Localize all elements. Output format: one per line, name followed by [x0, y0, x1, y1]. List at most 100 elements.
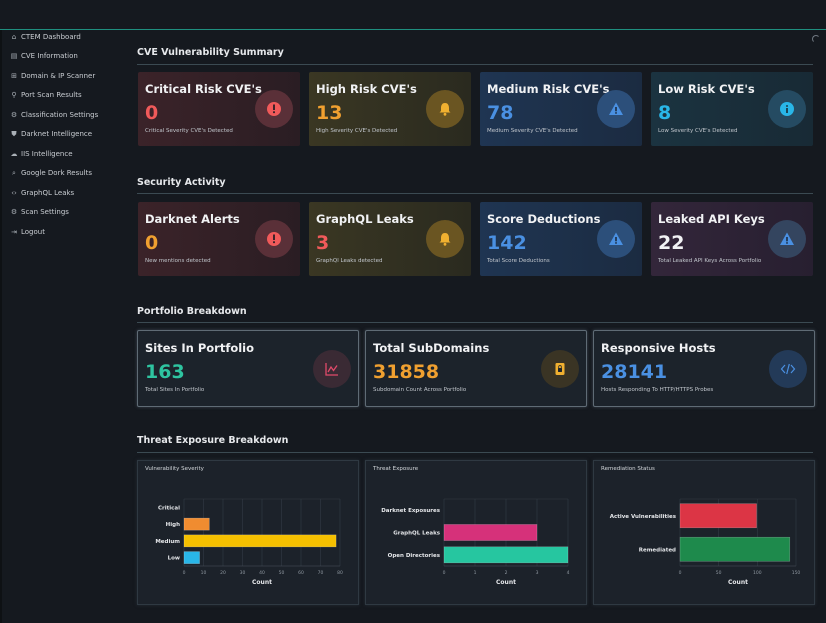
- top-bar: [0, 0, 826, 30]
- bar-active-vulnerabilities[interactable]: [679, 503, 757, 529]
- chart-svg: 0 1 2 3 4 Darknet Exposures GraphQL Leaks Open …: [381, 498, 570, 586]
- bar-low[interactable]: [183, 551, 200, 564]
- sidebar-item-google-dork-results[interactable]: ⌕ Google Dork Results: [2, 164, 126, 184]
- bar-high[interactable]: [183, 517, 210, 531]
- x-tick-label: 40: [259, 570, 265, 576]
- sidebar-item-graphql-leaks[interactable]: ‹› GraphQL Leaks: [2, 183, 126, 203]
- x-axis-label: Count: [252, 579, 272, 586]
- card-title: Leaked API Keys: [658, 212, 765, 226]
- card-badge: [768, 90, 806, 128]
- card-value: 78: [487, 102, 514, 124]
- chart-svg: 0 50 100 150 Active Vulnerabilities Remediate…: [610, 498, 801, 586]
- section-title-cve: CVE Vulnerability Summary: [137, 47, 284, 58]
- section-title-activity: Security Activity: [137, 177, 226, 188]
- category-label: Open Directories: [388, 553, 441, 559]
- network-icon: ⊞: [11, 71, 17, 80]
- x-tick-label: 150: [792, 570, 801, 576]
- gear-icon: ⚙: [10, 208, 18, 217]
- sidebar-item-classification-settings[interactable]: ⚙ Classification Settings: [2, 105, 126, 125]
- category-label: GraphQL Leaks: [393, 531, 440, 537]
- exclamation-icon: [267, 102, 281, 116]
- x-tick-label: 0: [443, 570, 446, 576]
- card-title: GraphQL Leaks: [316, 212, 414, 226]
- chart-panel-vulnerability-severity: Vulnerability Severity 0 10 20 30 40 50 60 70 80 C…: [137, 460, 359, 605]
- bar-graphql-leaks[interactable]: [443, 524, 538, 541]
- portfolio-card-total-subdomains: Total SubDomains 31858 Subdomain Count Acr…: [365, 330, 587, 407]
- bar-remediated[interactable]: [679, 536, 791, 562]
- chart-title: Remediation Status: [601, 466, 655, 472]
- x-tick-label: 60: [298, 570, 304, 576]
- bell-icon: [439, 233, 451, 246]
- x-tick-label: 0: [679, 570, 682, 576]
- chart-icon: [325, 362, 338, 376]
- card-title: Score Deductions: [487, 212, 601, 226]
- sidebar-item-port-scan-results[interactable]: ⚲ Port Scan Results: [2, 86, 126, 106]
- card-subtitle: GraphQl Leaks detected: [316, 258, 383, 264]
- sidebar-item-iis-intelligence[interactable]: ☁ IIS Intelligence: [2, 144, 126, 164]
- card-badge: [426, 220, 464, 258]
- card-subtitle: Low Severity CVE's Detected: [658, 128, 738, 134]
- x-tick-label: 20: [220, 570, 226, 576]
- card-badge: [768, 220, 806, 258]
- divider: [137, 193, 813, 194]
- divider: [137, 452, 813, 453]
- card-badge: [426, 90, 464, 128]
- card-title: Responsive Hosts: [601, 341, 716, 355]
- card-value: 8: [658, 102, 672, 124]
- chart-title: Vulnerability Severity: [145, 466, 204, 472]
- card-subtitle: Medium Severity CVE's Detected: [487, 128, 578, 134]
- category-label: Medium: [155, 539, 180, 545]
- cloud-icon: ☁: [10, 149, 18, 158]
- sidebar-item-domain-ip-scanner[interactable]: ⊞ Domain & IP Scanner: [2, 66, 126, 86]
- portfolio-card-responsive-hosts: Responsive Hosts 28141 Hosts Responding To…: [593, 330, 815, 407]
- chart-title: Threat Exposure: [373, 466, 419, 472]
- x-tick-label: 70: [318, 570, 324, 576]
- card-badge: [541, 349, 579, 388]
- divider: [137, 64, 813, 65]
- card-subtitle: Hosts Responding To HTTP/HTTPS Probes: [601, 387, 714, 393]
- card-subtitle: Total Sites In Portfolio: [145, 387, 205, 393]
- card-badge: [313, 349, 351, 388]
- sidebar-item-label: Darknet Intelligence: [21, 130, 93, 139]
- document-icon: ▤: [10, 52, 18, 61]
- card-title: Medium Risk CVE's: [487, 82, 610, 96]
- card-value: 163: [145, 361, 185, 383]
- shield-icon: ⛊: [11, 129, 17, 138]
- bar-medium[interactable]: [183, 534, 337, 548]
- section-title-portfolio: Portfolio Breakdown: [137, 306, 247, 317]
- card-subtitle: Total Leaked API Keys Across Portfolio: [658, 258, 762, 264]
- sidebar-item-logout[interactable]: ⇥ Logout: [2, 222, 126, 242]
- sidebar-item-label: Classification Settings: [21, 110, 99, 119]
- card-title: Total SubDomains: [373, 341, 490, 355]
- sidebar-item-cve-information[interactable]: ▤ CVE Information: [2, 47, 126, 67]
- card-subtitle: New mentions detected: [145, 258, 211, 264]
- activity-card-leaked-api-keys: Leaked API Keys 22 Total Leaked API Keys A…: [651, 202, 813, 276]
- x-tick-label: 10: [201, 570, 207, 576]
- sidebar-item-darknet-intelligence[interactable]: ⛊ Darknet Intelligence: [2, 125, 126, 145]
- warning-icon: [609, 102, 623, 115]
- card-title: High Risk CVE's: [316, 82, 417, 96]
- sidebar-item-scan-settings[interactable]: ⚙ Scan Settings: [2, 203, 126, 223]
- sidebar-item-ctem-dashboard[interactable]: ⌂ CTEM Dashboard: [2, 27, 126, 47]
- portfolio-card-sites-in-portfolio: Sites In Portfolio 163 Total Sites In Port…: [137, 330, 359, 407]
- sidebar-item-label: Scan Settings: [21, 208, 69, 217]
- x-tick-label: 3: [536, 570, 539, 576]
- activity-card-darknet-alerts: Darknet Alerts 0 New mentions detected: [138, 202, 300, 276]
- cve-card-low-risk-cve-s: Low Risk CVE's 8 Low Severity CVE's Detect…: [651, 72, 813, 146]
- x-tick-label: 0: [183, 570, 186, 576]
- bell-icon: [439, 103, 451, 116]
- x-tick-label: 50: [716, 570, 722, 576]
- info-icon: [780, 102, 794, 116]
- bar-open-directories[interactable]: [443, 546, 569, 564]
- card-title: Sites In Portfolio: [145, 341, 255, 355]
- card-value: 142: [487, 232, 527, 254]
- category-label: Critical: [158, 505, 180, 511]
- divider: [137, 322, 813, 323]
- card-subtitle: Critical Severity CVE's Detected: [145, 128, 233, 134]
- card-value: 28141: [601, 361, 668, 383]
- sidebar-item-label: CVE Information: [21, 52, 78, 61]
- section-title-threat: Threat Exposure Breakdown: [137, 435, 289, 446]
- x-tick-label: 80: [337, 570, 343, 576]
- card-value: 0: [145, 102, 159, 124]
- code-icon: ‹›: [11, 188, 17, 197]
